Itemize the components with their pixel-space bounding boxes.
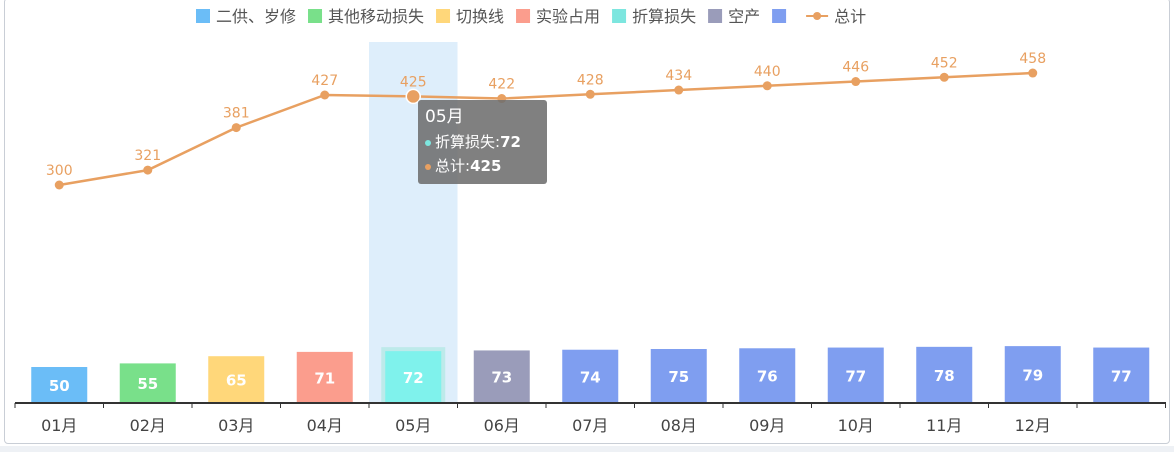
bar	[385, 351, 442, 403]
line-point	[1028, 68, 1038, 78]
x-tick-label: 07月	[572, 416, 608, 435]
legend-swatch-icon	[436, 9, 451, 23]
tooltip-label-2: 总计	[435, 157, 466, 175]
x-tick-label: 04月	[307, 416, 343, 435]
line-value-label: 434	[665, 68, 692, 84]
bar	[208, 356, 265, 403]
line-value-label: 452	[931, 55, 958, 71]
bar	[119, 363, 176, 403]
tooltip-value-1: 72	[500, 133, 521, 151]
bar-value-label: 78	[934, 367, 955, 385]
bar	[739, 348, 796, 403]
x-tick-label: 06月	[484, 416, 520, 435]
line-value-label: 440	[754, 64, 781, 80]
legend-label: 折算损失	[632, 7, 696, 26]
x-tick-label: 01月	[41, 416, 77, 435]
line-value-label: 300	[46, 163, 73, 179]
tooltip-row-1: 折算损失:72	[425, 130, 540, 154]
bar-value-label: 55	[137, 375, 158, 393]
x-tick-label: 09月	[749, 416, 785, 435]
bar-value-label: 65	[226, 372, 247, 390]
bar	[473, 350, 530, 403]
bottom-strip	[0, 446, 1174, 452]
tooltip-title: 05月	[425, 107, 464, 127]
line-point	[851, 77, 861, 87]
legend-label: 总计	[834, 7, 866, 26]
x-tick-label: 10月	[838, 416, 874, 435]
line-point	[405, 88, 421, 105]
x-tick-label: 08月	[661, 416, 697, 435]
legend-dot-icon	[813, 12, 822, 20]
bar-value-label: 77	[1111, 367, 1132, 385]
bar-value-label: 73	[491, 369, 512, 387]
tooltip: 05月 折算损失:72 总计:425	[418, 100, 547, 184]
line-point	[320, 90, 330, 100]
legend-swatch-icon	[772, 9, 787, 23]
tooltip-dot-icon	[425, 163, 431, 170]
tooltip-label-1: 折算损失	[435, 133, 496, 151]
bar-value-label: 79	[1022, 367, 1043, 385]
line-point	[143, 165, 153, 175]
tooltip-dot-icon	[425, 139, 431, 146]
line-value-label: 446	[842, 60, 869, 76]
x-tick-label: 02月	[130, 416, 166, 435]
bar	[916, 346, 973, 403]
x-tick-label: 03月	[218, 416, 254, 435]
bar	[650, 349, 707, 403]
legend-label: 其他移动损失	[328, 7, 424, 26]
line-value-label: 427	[311, 73, 338, 89]
legend-swatch-icon	[516, 9, 531, 23]
line-point	[762, 81, 772, 91]
legend-swatch-icon	[308, 9, 323, 23]
legend-label: 空产	[728, 7, 760, 26]
x-tick-label: 11月	[926, 416, 962, 435]
bar-value-label: 74	[580, 368, 601, 386]
bar	[1004, 346, 1061, 403]
legend-swatch-icon	[196, 9, 210, 23]
bar-value-label: 72	[403, 369, 424, 387]
line-value-label: 428	[577, 72, 604, 88]
bar-value-label: 77	[845, 367, 866, 385]
bar	[1093, 347, 1150, 403]
bar-value-label: 76	[757, 368, 778, 386]
line-point	[231, 123, 241, 133]
legend-label: 二供、岁修	[216, 7, 296, 26]
line-value-label: 422	[488, 77, 515, 93]
line-point	[585, 89, 595, 99]
bar	[562, 349, 619, 403]
line-value-label: 321	[134, 148, 161, 164]
legend-label: 实验占用	[536, 7, 600, 26]
bar-value-label: 75	[668, 368, 689, 386]
bar-value-label: 50	[49, 377, 70, 395]
tooltip-value-2: 425	[470, 157, 502, 175]
bar-value-label: 71	[314, 369, 335, 387]
line-value-label: 381	[223, 106, 250, 122]
x-tick-label: 05月	[395, 416, 431, 435]
line-point	[674, 85, 684, 95]
total-line	[59, 71, 1033, 187]
legend-swatch-icon	[612, 9, 627, 23]
bar	[296, 351, 353, 403]
legend-label: 切换线	[456, 7, 504, 26]
bar	[31, 367, 88, 403]
line-point	[939, 72, 949, 82]
line-point	[54, 180, 64, 190]
line-value-label: 458	[1019, 51, 1046, 67]
line-value-label: 425	[400, 74, 427, 90]
bar	[827, 347, 884, 403]
tooltip-row-2: 总计:425	[425, 154, 540, 178]
legend-swatch-icon	[708, 9, 723, 23]
x-tick-label: 12月	[1015, 416, 1051, 435]
